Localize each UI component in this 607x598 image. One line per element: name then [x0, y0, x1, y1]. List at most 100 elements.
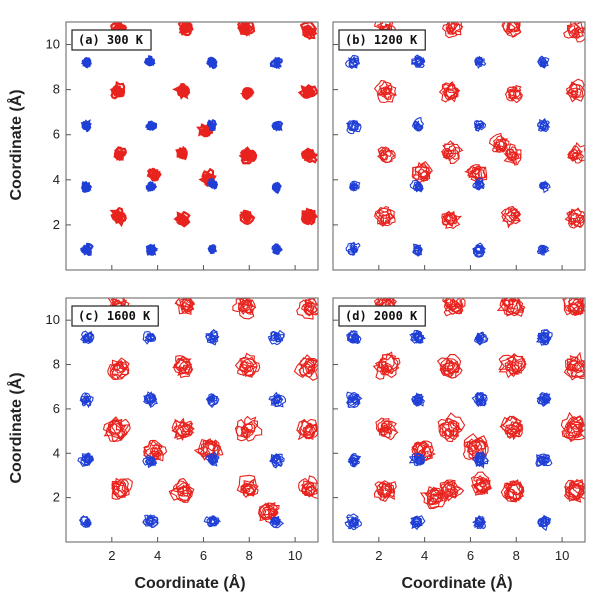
red-atom-cluster — [239, 209, 256, 226]
x-axis-title-left: Coordinate (Å) — [134, 573, 245, 592]
red-atom-cluster — [439, 479, 465, 503]
panel-1: 2 4 6 8 10 (a) 300 K — [46, 21, 319, 271]
red-atom-cluster — [442, 298, 466, 317]
blue-atom-cluster — [537, 55, 550, 69]
red-atom-cluster — [196, 123, 214, 138]
x-tick-label: 4 — [421, 548, 428, 563]
svg-text:(b) 1200 K: (b) 1200 K — [345, 33, 418, 47]
y-tick-label: 10 — [46, 312, 60, 327]
y-axis-title-top: Coordinate (Å) — [6, 89, 25, 200]
x-tick-label: 8 — [246, 548, 253, 563]
y-tick-label: 10 — [46, 37, 60, 52]
red-atom-cluster — [438, 80, 461, 103]
blue-atom-cluster — [346, 391, 363, 409]
red-atom-cluster — [142, 439, 168, 462]
red-atom-cluster — [297, 83, 318, 99]
panel-frame — [332, 21, 586, 271]
red-atom-cluster — [172, 355, 194, 379]
y-tick-label: 6 — [53, 127, 60, 142]
red-atom-cluster — [436, 354, 463, 379]
red-atom-cluster — [299, 22, 318, 40]
svg-text:(c) 1600 K: (c) 1600 K — [78, 309, 151, 323]
y-tick-label: 4 — [53, 172, 60, 187]
panel-label: (c) 1600 K — [71, 305, 159, 327]
blue-atom-cluster — [271, 243, 284, 256]
red-atom-cluster — [563, 351, 585, 381]
red-atom-cluster — [238, 145, 258, 165]
blue-atom-cluster — [207, 244, 218, 255]
blue-atom-cluster — [205, 393, 220, 409]
blue-atom-cluster — [80, 242, 94, 256]
red-atom-cluster — [563, 479, 585, 503]
blue-atom-cluster — [142, 331, 157, 345]
x-tick-label: 10 — [288, 548, 302, 563]
blue-atom-cluster — [142, 514, 159, 529]
blue-atom-cluster — [271, 181, 283, 195]
blue-atom-cluster — [268, 391, 287, 408]
red-atom-cluster — [171, 417, 195, 441]
x-tick-label: 6 — [200, 548, 207, 563]
blue-atom-cluster — [80, 330, 95, 345]
red-atom-cluster — [175, 145, 188, 161]
red-atom-cluster — [501, 22, 522, 39]
x-tick-label: 2 — [108, 548, 115, 563]
panel-frame — [332, 297, 586, 543]
y-tick-label: 4 — [53, 445, 60, 460]
x-tick-label: 6 — [467, 548, 474, 563]
red-atom-cluster — [496, 298, 526, 317]
panel-frame — [65, 21, 319, 271]
red-atom-cluster — [440, 140, 464, 165]
blue-atom-cluster — [78, 515, 92, 528]
red-atom-cluster — [258, 501, 280, 524]
blue-atom-cluster — [409, 179, 425, 193]
y-tick-label: 2 — [53, 217, 60, 232]
blue-atom-cluster — [145, 243, 159, 256]
red-atom-cluster — [293, 354, 318, 381]
panels-group: 2 4 6 8 10 (a) 300 K (b) 1200 K 2 4 6 8 10 2 4 6 8 10 (c)… — [46, 21, 586, 563]
blue-atom-cluster — [473, 119, 487, 132]
red-atom-cluster — [237, 22, 256, 37]
blue-atom-cluster — [345, 119, 362, 135]
red-atom-cluster — [109, 206, 128, 228]
blue-atom-cluster — [535, 453, 553, 467]
red-atom-cluster — [375, 417, 399, 441]
blue-atom-cluster — [474, 331, 489, 346]
red-atom-cluster — [372, 351, 401, 380]
blue-atom-cluster — [348, 180, 361, 192]
y-tick-label: 6 — [53, 401, 60, 416]
blue-atom-cluster — [267, 329, 285, 346]
blue-atom-cluster — [412, 243, 423, 257]
red-atom-cluster — [298, 475, 318, 500]
blue-atom-cluster — [408, 452, 427, 467]
red-atom-cluster — [567, 141, 585, 164]
x-tick-label: 8 — [513, 548, 520, 563]
red-atom-cluster — [232, 298, 257, 320]
blue-atom-cluster — [80, 119, 93, 133]
red-atom-cluster — [560, 411, 585, 443]
red-atom-cluster — [563, 22, 585, 43]
red-atom-cluster — [498, 352, 527, 379]
blue-atom-cluster — [346, 329, 362, 345]
blue-atom-cluster — [472, 514, 487, 530]
red-atom-cluster — [240, 86, 255, 101]
plot-area — [344, 298, 585, 532]
red-atom-cluster — [500, 478, 525, 503]
blue-atom-cluster — [471, 391, 488, 408]
blue-atom-cluster — [472, 451, 490, 470]
red-atom-cluster — [172, 83, 191, 100]
blue-atom-cluster — [206, 178, 218, 190]
blue-atom-cluster — [472, 177, 486, 191]
red-atom-cluster — [373, 480, 397, 502]
blue-atom-cluster — [269, 56, 283, 70]
panel-4: 2 4 6 8 10 (d) 2000 K — [332, 297, 586, 563]
red-atom-cluster — [373, 79, 397, 104]
red-atom-cluster — [565, 78, 585, 103]
svg-text:(a) 300 K: (a) 300 K — [78, 33, 144, 47]
panel-label: (d) 2000 K — [338, 305, 426, 327]
red-atom-cluster — [296, 298, 318, 320]
blue-atom-cluster — [79, 392, 94, 409]
blue-atom-cluster — [271, 120, 284, 132]
blue-atom-cluster — [344, 513, 362, 531]
red-atom-cluster — [437, 412, 466, 443]
red-atom-cluster — [173, 210, 191, 228]
